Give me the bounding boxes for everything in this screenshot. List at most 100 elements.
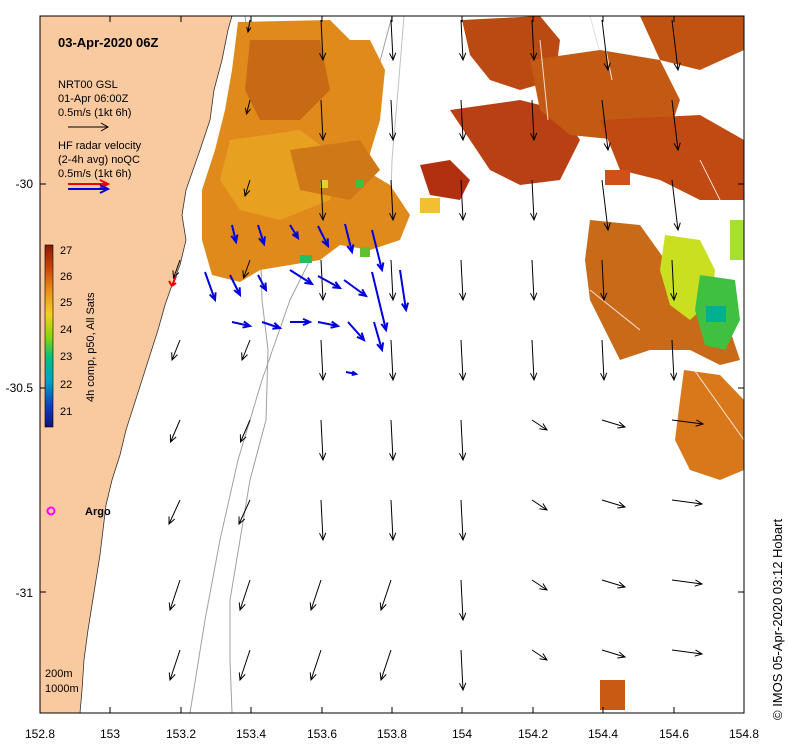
model-arrow bbox=[242, 259, 251, 280]
model-arrow bbox=[670, 259, 678, 302]
model-arrow bbox=[379, 649, 392, 682]
model-arrow bbox=[319, 259, 327, 302]
radar-legend-line2: (2-4h avg) noQC bbox=[58, 154, 140, 166]
model-arrow bbox=[389, 19, 397, 62]
x-axis-labels: 152.8 153 153.2 153.4 153.6 153.8 154 15… bbox=[25, 727, 759, 741]
argo-float-marker bbox=[46, 506, 56, 516]
radar-arrow bbox=[317, 320, 341, 329]
x-tick-label: 154.6 bbox=[659, 727, 689, 741]
model-arrow bbox=[309, 579, 322, 612]
radar-arrow bbox=[261, 321, 283, 330]
model-arrow bbox=[319, 179, 327, 222]
colorbar-tick: 25 bbox=[60, 297, 72, 309]
model-arrow bbox=[459, 99, 467, 142]
model-arrow bbox=[243, 179, 251, 198]
model-arrow bbox=[319, 99, 327, 142]
model-arrow bbox=[671, 649, 704, 657]
radar-arrow bbox=[371, 271, 389, 333]
model-arrow bbox=[389, 339, 397, 382]
model-arrow bbox=[530, 99, 538, 142]
colorbar-tick: 22 bbox=[60, 379, 72, 391]
model-arrow bbox=[601, 99, 611, 152]
model-arrow bbox=[531, 499, 549, 511]
model-arrow bbox=[459, 419, 467, 462]
model-arrow bbox=[671, 579, 704, 587]
model-arrow bbox=[168, 649, 181, 682]
radar-arrow bbox=[289, 269, 315, 286]
model-arrow bbox=[531, 649, 549, 661]
model-arrow bbox=[309, 649, 322, 682]
colorbar-tick: 21 bbox=[60, 406, 72, 418]
model-legend-line2: 01-Apr 06:00Z bbox=[58, 93, 129, 105]
model-arrow bbox=[246, 19, 252, 34]
model-arrow bbox=[459, 649, 467, 692]
colorbar-label: 4h comp, p50, All Sats bbox=[85, 292, 97, 402]
model-arrow bbox=[530, 19, 538, 62]
radar-arrow bbox=[289, 224, 300, 241]
radar-arrow bbox=[290, 317, 313, 327]
model-arrow bbox=[601, 419, 627, 429]
credit-text: © IMOS 05-Apr-2020 03:12 Hobart bbox=[770, 518, 785, 720]
x-tick-label: 152.8 bbox=[25, 727, 55, 741]
model-legend-line1: NRT00 GSL bbox=[58, 79, 118, 91]
red-radar-arrow bbox=[168, 275, 177, 287]
model-arrow bbox=[319, 339, 327, 382]
radar-arrow bbox=[317, 275, 343, 290]
model-arrow bbox=[379, 579, 392, 612]
model-velocity-arrows bbox=[168, 19, 705, 692]
contour-legend: 200m 1000m bbox=[45, 668, 79, 695]
model-arrow bbox=[244, 99, 251, 116]
model-arrow bbox=[601, 179, 611, 232]
x-tick-label: 153.6 bbox=[307, 727, 337, 741]
radar-arrow bbox=[204, 271, 217, 303]
model-arrow bbox=[241, 339, 251, 362]
model-arrow bbox=[530, 259, 538, 302]
radar-legend-line3: 0.5m/s (1kt 6h) bbox=[58, 168, 131, 180]
model-arrow bbox=[601, 649, 627, 659]
model-arrow bbox=[671, 499, 704, 507]
x-tick-label: 154.2 bbox=[518, 727, 548, 741]
model-arrow bbox=[169, 419, 181, 444]
model-legend-arrow bbox=[68, 122, 110, 132]
x-tick-label: 154.8 bbox=[729, 727, 759, 741]
argo-label: Argo bbox=[85, 506, 111, 518]
radar-arrow bbox=[345, 370, 359, 376]
model-arrow bbox=[319, 419, 327, 462]
model-arrow bbox=[671, 179, 681, 232]
colorbar-tick: 24 bbox=[60, 324, 72, 336]
model-arrow bbox=[389, 259, 397, 302]
map-title: 03-Apr-2020 06Z bbox=[58, 35, 158, 50]
x-tick-label: 154 bbox=[452, 727, 472, 741]
x-tick-label: 153.2 bbox=[166, 727, 196, 741]
radar-arrow bbox=[344, 223, 355, 255]
model-arrow bbox=[172, 259, 181, 280]
model-arrow bbox=[601, 579, 627, 589]
model-arrow bbox=[389, 99, 397, 142]
model-arrow bbox=[530, 179, 538, 222]
model-arrow bbox=[238, 499, 251, 526]
model-arrow bbox=[319, 19, 327, 62]
contour-label-1000m: 1000m bbox=[45, 683, 79, 695]
radar-arrow bbox=[371, 229, 385, 273]
model-arrow bbox=[601, 499, 627, 509]
model-arrow bbox=[239, 419, 251, 444]
model-arrow bbox=[459, 579, 467, 622]
model-legend-line3: 0.5m/s (1kt 6h) bbox=[58, 107, 131, 119]
y-tick-label: -31 bbox=[16, 586, 34, 600]
model-arrow bbox=[459, 259, 467, 302]
contour-label-200m: 200m bbox=[45, 668, 73, 680]
radar-arrow bbox=[343, 279, 368, 298]
radar-legend: HF radar velocity (2-4h avg) noQC 0.5m/s… bbox=[58, 140, 142, 194]
coastline-land bbox=[40, 16, 233, 713]
radar-arrow bbox=[257, 274, 268, 293]
radar-arrow bbox=[399, 269, 410, 313]
model-legend: NRT00 GSL 01-Apr 06:00Z 0.5m/s (1kt 6h) bbox=[58, 79, 131, 132]
model-arrow bbox=[671, 99, 681, 152]
model-arrow bbox=[671, 419, 705, 427]
model-arrow bbox=[389, 419, 397, 462]
model-arrow bbox=[600, 339, 608, 382]
radar-legend-arrow-blue bbox=[68, 184, 111, 194]
model-arrow bbox=[459, 19, 467, 62]
model-arrow bbox=[238, 649, 251, 682]
colorbar: 27 26 25 24 23 22 21 4h comp, p50, All S… bbox=[44, 244, 97, 428]
